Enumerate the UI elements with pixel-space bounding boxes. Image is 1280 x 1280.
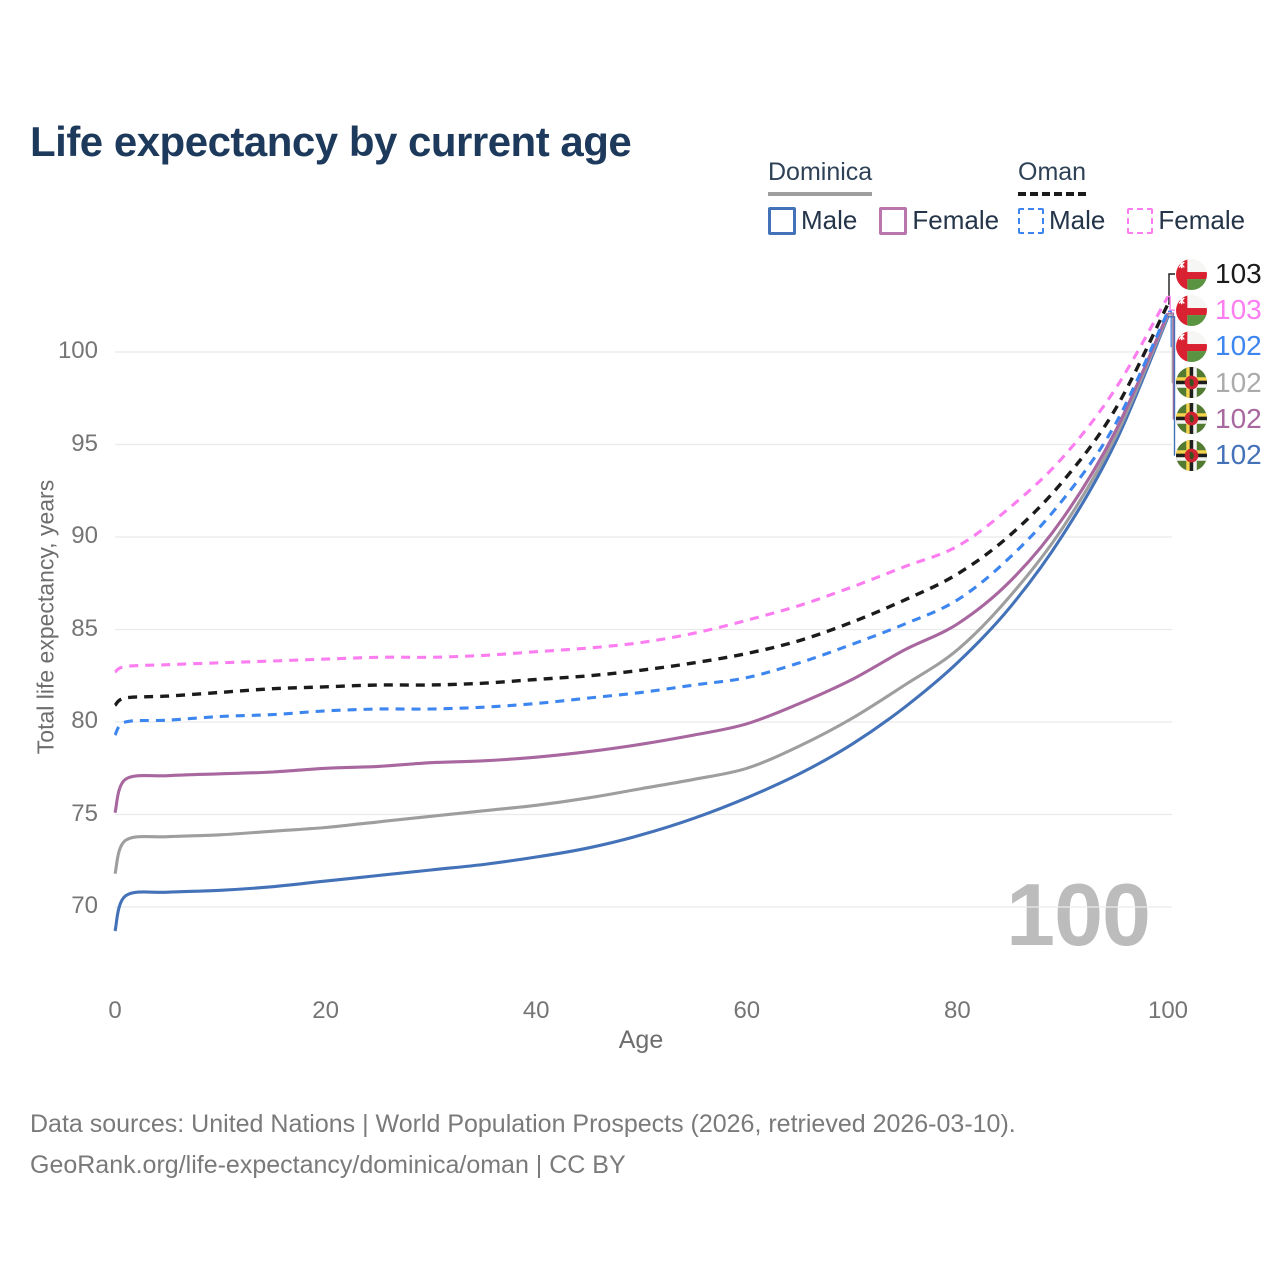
end-label-value: 103 — [1215, 258, 1262, 289]
end-label-value: 102 — [1215, 330, 1262, 362]
dominica-flag-icon — [1176, 439, 1207, 471]
footer-sources-line: Data sources: United Nations | World Pop… — [30, 1110, 1016, 1138]
y-tick-label: 75 — [71, 799, 98, 827]
legend-group-oman: Oman Male Female — [1018, 158, 1245, 236]
series-line-oman_male[interactable] — [113, 310, 1170, 736]
end-label-dominica_female: 102 — [1176, 403, 1262, 435]
oman-flag-icon — [1176, 294, 1207, 326]
end-label-connector-dominica_male — [1168, 316, 1176, 456]
legend-item-oman-male[interactable]: Male — [1018, 205, 1105, 236]
series-line-dominica_total[interactable] — [113, 314, 1170, 875]
x-tick-label: 0 — [108, 997, 122, 1024]
y-tick-label: 100 — [57, 337, 98, 364]
legend-header-dominica[interactable]: Dominica — [768, 158, 873, 196]
end-label-value: 102 — [1215, 402, 1262, 434]
x-tick-label: 80 — [944, 997, 971, 1024]
end-label-connector-oman_total — [1168, 273, 1175, 305]
series-line-oman_total[interactable] — [113, 303, 1170, 707]
legend-item-oman-female[interactable]: Female — [1127, 205, 1245, 236]
oman-flag-icon — [1176, 330, 1207, 362]
end-label-value: 102 — [1215, 366, 1262, 398]
dominica-flag-icon — [1176, 367, 1207, 399]
legend-header-oman[interactable]: Oman — [1018, 158, 1087, 196]
y-tick-label: 90 — [71, 522, 98, 549]
y-tick-label: 80 — [71, 707, 98, 734]
legend-checkbox-oman-female[interactable] — [1127, 207, 1154, 234]
series-line-oman_female[interactable] — [114, 295, 1170, 674]
x-axis-title: Age — [618, 1026, 664, 1054]
legend-item-dominica-female[interactable]: Female — [879, 205, 999, 236]
page-title: Life expectancy by current age — [30, 118, 632, 166]
end-label-value: 103 — [1215, 294, 1262, 326]
x-tick-label: 20 — [312, 997, 339, 1024]
legend-checkbox-oman-male[interactable] — [1018, 207, 1044, 234]
legend-item-dominica-male[interactable]: Male — [768, 205, 857, 236]
end-label-dominica_total: 102 — [1176, 367, 1262, 399]
end-label-oman_total: 103 — [1176, 258, 1262, 290]
dominica-flag-icon — [1176, 403, 1207, 435]
legend-items-dominica: Male Female — [768, 205, 999, 236]
end-label-oman_male: 102 — [1176, 330, 1262, 362]
legend-group-dominica: Dominica Male Female — [768, 158, 999, 236]
x-tick-label: 100 — [1147, 997, 1189, 1024]
series-line-dominica_female[interactable] — [113, 312, 1170, 814]
end-label-value: 102 — [1215, 439, 1262, 470]
y-tick-label: 95 — [71, 429, 98, 457]
end-label-oman_female: 103 — [1176, 294, 1262, 326]
legend-checkbox-dominica-female[interactable] — [879, 206, 908, 235]
legend-items-oman: Male Female — [1018, 205, 1245, 236]
legend-item-label: Female — [1158, 205, 1246, 235]
y-tick-label: 70 — [71, 892, 98, 919]
x-tick-label: 40 — [522, 997, 550, 1024]
footer: Data sources: United Nations | World Pop… — [30, 1104, 1016, 1185]
series-line-dominica_male[interactable] — [113, 316, 1170, 932]
y-tick-label: 85 — [71, 614, 98, 642]
footer-attribution-line: GeoRank.org/life-expectancy/dominica/oma… — [30, 1150, 626, 1179]
legend-item-label: Female — [912, 205, 1000, 235]
end-label-connector-oman_female — [1168, 295, 1175, 311]
legend-item-label: Male — [1049, 205, 1106, 235]
x-tick-label: 60 — [733, 997, 761, 1024]
legend-item-label: Male — [801, 205, 858, 235]
end-label-dominica_male: 102 — [1176, 439, 1262, 471]
age-counter-watermark: 100 — [1006, 865, 1151, 964]
oman-flag-icon — [1176, 258, 1207, 290]
legend-checkbox-dominica-male[interactable] — [768, 206, 796, 235]
